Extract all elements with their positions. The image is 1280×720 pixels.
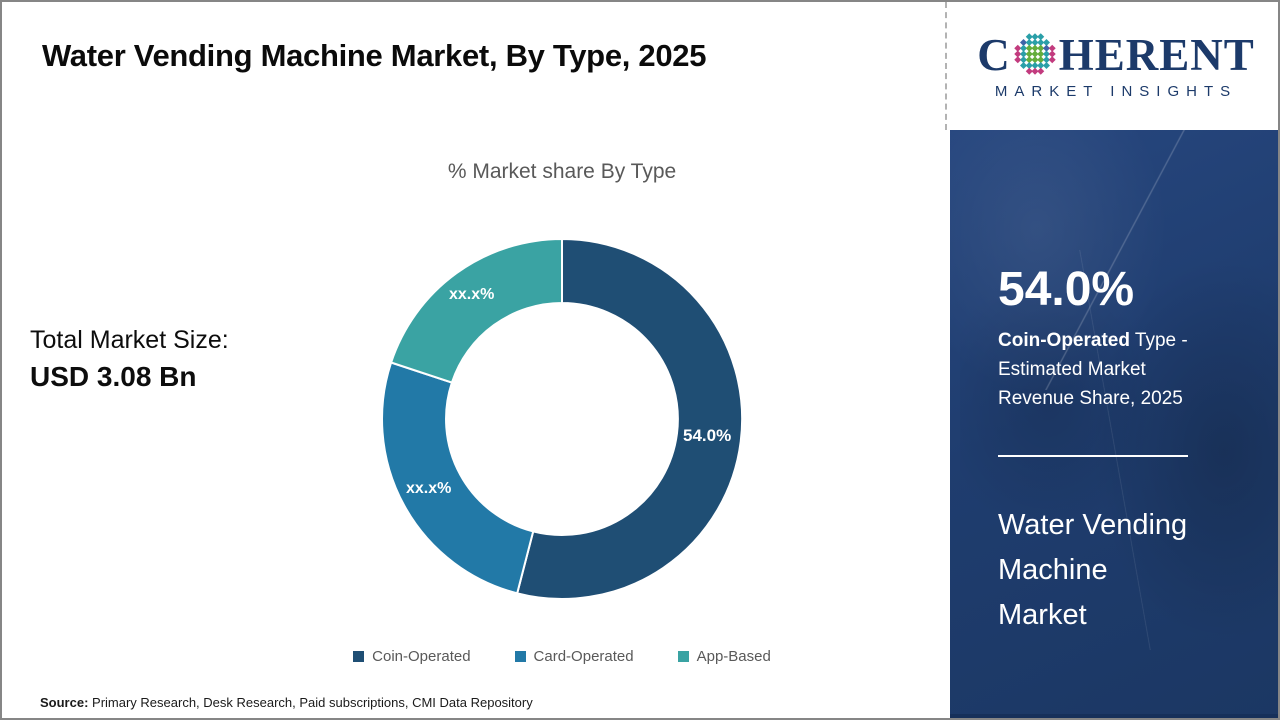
slice-coin-operated <box>516 238 744 600</box>
sidebar-content: 54.0% Coin-Operated Type - Estimated Mar… <box>998 130 1248 638</box>
legend-item-card-operated: Card-Operated <box>514 648 634 665</box>
sidebar-divider-line <box>998 455 1188 457</box>
sidebar-stat-segment-name: Coin-Operated <box>998 330 1130 351</box>
legend-swatch-card-icon <box>514 651 526 662</box>
legend-label-app: App-Based <box>696 648 771 665</box>
sidebar-panel: 54.0% Coin-Operated Type - Estimated Mar… <box>950 130 1278 718</box>
total-market-size: Total Market Size: USD 3.08 Bn <box>30 326 229 393</box>
slice-app-based <box>390 238 563 384</box>
sidebar-stat-description: Coin-Operated Type - Estimated Market Re… <box>998 326 1248 413</box>
legend-swatch-app-icon <box>677 651 689 662</box>
market-name-line1: Water Vending <box>998 509 1188 541</box>
source-text: Primary Research, Desk Research, Paid su… <box>88 695 533 710</box>
sidebar-map-decoration <box>950 130 1180 410</box>
coherent-logo-globe-icon <box>1013 33 1056 75</box>
market-name-line2: Machine <box>998 554 1108 586</box>
slice-label-card-operated: xx.x% <box>406 480 452 497</box>
sidebar-stat-line3: Revenue Share, 2025 <box>998 388 1183 409</box>
coherent-logo-subtitle: MARKET INSIGHTS <box>994 83 1238 100</box>
logo-letter-c: C <box>977 29 1011 80</box>
sidebar-map-meridian-line <box>950 130 1278 390</box>
total-market-size-label: Total Market Size: <box>30 326 229 354</box>
sidebar-market-name: Water Vending Machine Market <box>998 503 1248 638</box>
sidebar-bottom-bar <box>950 714 1278 718</box>
coherent-logo-wordmark: C HERENT <box>977 32 1255 78</box>
coherent-logo: C HERENT MARKET INSIGHTS <box>950 2 1278 130</box>
market-name-line3: Market <box>998 599 1087 631</box>
sidebar-map-meridian-line <box>950 250 1278 650</box>
source-line: Source: Primary Research, Desk Research,… <box>40 695 533 710</box>
chart-legend: Coin-Operated Card-Operated App-Based <box>192 648 932 665</box>
donut-chart: 54.0% xx.x% xx.x% <box>380 237 744 601</box>
logo-letters-rest: HERENT <box>1058 29 1255 80</box>
donut-chart-svg <box>381 238 744 600</box>
legend-item-app-based: App-Based <box>677 648 771 665</box>
legend-label-card: Card-Operated <box>533 648 634 665</box>
slice-label-coin-operated: 54.0% <box>683 426 732 445</box>
sidebar-map-decoration <box>1080 240 1278 660</box>
source-label: Source: <box>40 695 89 710</box>
legend-label-coin: Coin-Operated <box>372 648 471 665</box>
total-market-size-value: USD 3.08 Bn <box>30 361 197 392</box>
sidebar-stat-line2: Estimated Market <box>998 359 1146 380</box>
legend-item-coin-operated: Coin-Operated <box>353 648 471 665</box>
slice-label-app-based: xx.x% <box>449 286 495 303</box>
sidebar-stat-line1-rest: Type - <box>1129 330 1188 351</box>
slice-card-operated <box>381 361 535 595</box>
chart-title: % Market share By Type <box>447 160 677 183</box>
legend-swatch-coin-icon <box>353 651 365 662</box>
page-title: Water Vending Machine Market, By Type, 2… <box>42 38 707 73</box>
sidebar-stat-value: 54.0% <box>998 263 1135 316</box>
sidebar-map-decoration <box>960 300 1180 560</box>
logo-dashed-divider <box>945 2 947 130</box>
